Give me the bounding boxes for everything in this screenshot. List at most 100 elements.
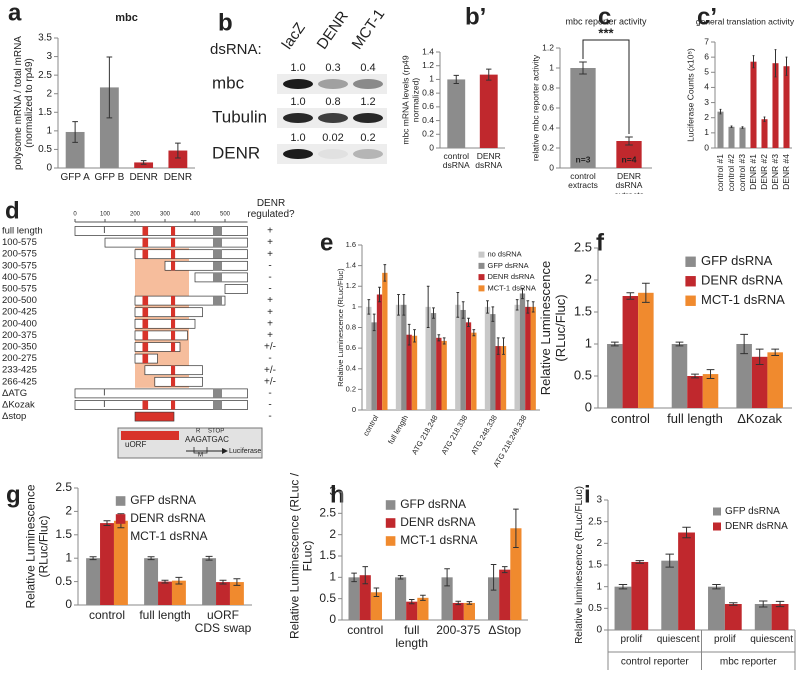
error-bar <box>526 300 530 314</box>
x-tick-label-box: quiescent <box>657 634 700 645</box>
y-tick-label: 1.4 <box>346 261 356 270</box>
error-bar <box>444 568 450 587</box>
uorf-mark <box>171 238 176 248</box>
ruler-label: 500 <box>220 212 231 218</box>
error-bar <box>491 306 495 322</box>
x-tick-label-box: control <box>89 609 125 622</box>
error-bar <box>472 329 476 337</box>
level-label: 0.3 <box>325 62 340 74</box>
x-tick-label: DENR #4 <box>781 154 791 190</box>
legend-swatch <box>115 496 126 506</box>
panel-letter: h <box>330 481 345 508</box>
error-bar <box>531 301 535 313</box>
error-bar <box>140 160 147 165</box>
y-tick-label: 0.5 <box>38 144 52 155</box>
x-tick-label: ΔStop <box>488 624 522 637</box>
x-tick-label-box: DENR <box>129 172 157 183</box>
y-tick-label: 0 <box>46 163 52 174</box>
panel-letter: i <box>584 481 591 508</box>
legend-swatch <box>478 285 485 292</box>
error-bar <box>501 566 508 574</box>
construct-label: 200-275 <box>2 353 37 364</box>
inset-text: AAGATGAC <box>185 435 229 444</box>
y-tick-label: 6 <box>704 51 709 61</box>
construct <box>134 318 196 329</box>
chart-title: mbc reporter activity <box>565 16 647 26</box>
error-bar <box>675 341 684 347</box>
inset-arrowhead <box>222 448 228 454</box>
uorf-mark <box>142 342 149 352</box>
x-tick-label-box: DENR dsRNA <box>475 152 503 171</box>
regulated-label: - <box>268 260 271 271</box>
y-tick-label: 1 <box>704 127 709 137</box>
y-tick-label: 4 <box>704 82 709 92</box>
x-tick-label: control <box>610 412 650 426</box>
error-bar <box>490 564 497 591</box>
construct-label: full length <box>2 226 43 237</box>
bar <box>100 523 114 605</box>
error-bar <box>706 369 715 380</box>
y-tick-label: 2 <box>329 527 336 541</box>
y-tick-label: 0.2 <box>422 129 434 139</box>
y-axis-label: mbc mRNA levels (rp49 normalized) <box>400 55 421 145</box>
bar <box>500 346 507 410</box>
y-axis-label-box: Relative Luminescence (RLuc/Fluc) <box>538 260 568 396</box>
y-axis-label: Relative Luminescence (RLuc/Fluc) <box>23 484 51 609</box>
construct-label: 500-575 <box>2 284 37 295</box>
x-tick-label-box: control extracts <box>568 172 598 190</box>
uorf-mark <box>171 307 176 317</box>
construct <box>134 295 226 306</box>
y-tick-label: 0.2 <box>346 384 356 393</box>
bar-label: n=3 <box>576 154 591 164</box>
x-tick-label: DENR dsRNA <box>475 152 503 171</box>
bar <box>463 602 475 620</box>
error-bar <box>456 291 460 318</box>
y-tick-label: 1 <box>65 550 72 564</box>
y-tick-label: 0.2 <box>542 142 554 152</box>
y-tick-label: 0.6 <box>542 102 554 112</box>
legend-swatch <box>713 507 721 516</box>
error-bar <box>175 576 183 585</box>
panel-letter: b <box>218 9 233 36</box>
level-label: 0.8 <box>325 96 340 108</box>
construct-label: 200-575 <box>2 249 37 260</box>
error-bar <box>755 348 764 365</box>
regulated-label: - <box>268 353 271 364</box>
error-bar <box>442 337 446 345</box>
ruler-label: 300 <box>160 212 171 218</box>
y-tick-label: 1 <box>329 570 336 584</box>
legend-swatch <box>115 532 126 542</box>
error-bar <box>351 572 357 583</box>
y-tick-label: 0.5 <box>588 603 602 614</box>
bar <box>447 79 466 148</box>
y-tick-label: 1 <box>46 125 52 136</box>
error-bar <box>771 348 780 357</box>
bar <box>406 601 418 620</box>
legend-swatch <box>685 276 696 287</box>
y-tick-label: 2 <box>46 88 52 99</box>
legend-label: DENR dsRNA <box>725 521 788 532</box>
error-bar <box>759 600 768 608</box>
y-axis-label: polysome mRNA / total mRNA (normalized t… <box>13 36 35 170</box>
bar <box>430 313 437 410</box>
uorf-mark <box>171 226 176 236</box>
legend-label: GFP dsRNA <box>725 506 780 517</box>
construct <box>224 284 248 294</box>
bar <box>514 304 520 410</box>
level-label: 1.0 <box>290 62 305 74</box>
y-axis-label: Relative Luminescence (RLuc/Fluc) <box>538 260 568 396</box>
error-bar <box>486 68 492 81</box>
x-tick-label: control #2 <box>726 154 736 192</box>
y-axis-label-box: relative mbc reporter activity <box>530 55 540 161</box>
y-tick-label: 0.4 <box>542 122 554 132</box>
bar <box>441 340 447 410</box>
legend-label: no dsRNA <box>488 250 522 259</box>
inset-bracket <box>193 447 208 454</box>
error-bar <box>205 555 213 561</box>
y-tick-label: 2.5 <box>574 239 592 254</box>
x-tick-label: control #3 <box>737 154 747 192</box>
construct-label: 100-575 <box>2 237 37 248</box>
error-bar <box>420 594 426 601</box>
construct-label: 200-425 <box>2 307 37 318</box>
